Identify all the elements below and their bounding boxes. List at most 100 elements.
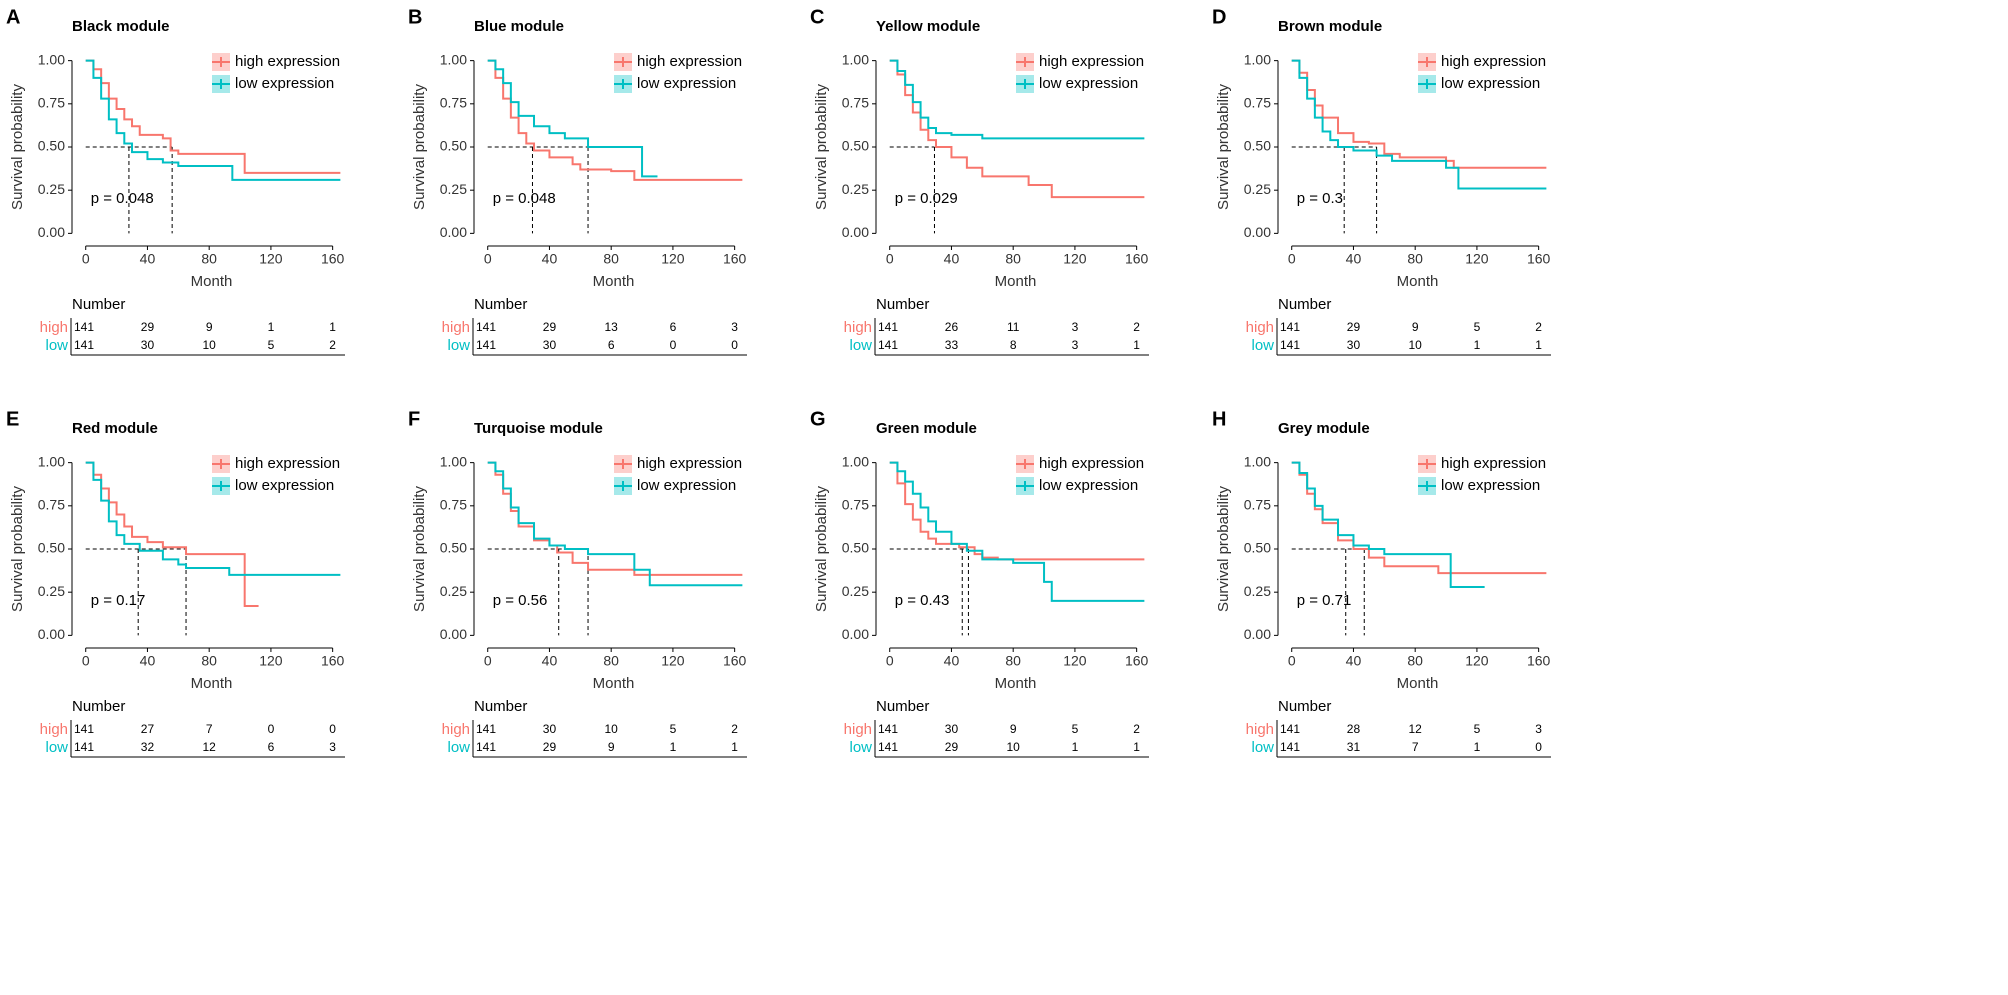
risk-count: 1	[1535, 338, 1542, 352]
risk-count: 5	[1072, 722, 1079, 736]
risk-count: 0	[731, 338, 738, 352]
risk-count: 29	[543, 740, 557, 754]
x-tick-label: 80	[1005, 653, 1021, 669]
x-tick-label: 0	[886, 653, 894, 669]
risk-count: 30	[1347, 338, 1361, 352]
risk-count: 30	[141, 338, 155, 352]
risk-count: 12	[203, 740, 217, 754]
risk-count: 0	[329, 722, 336, 736]
risk-count: 11	[1007, 320, 1020, 334]
risk-count: 1	[1474, 740, 1481, 754]
risk-row-name: low	[45, 739, 68, 756]
y-tick-label: 0.25	[38, 583, 65, 599]
risk-count: 8	[1010, 338, 1017, 352]
x-axis-label: Month	[995, 675, 1037, 692]
y-tick-label: 0.00	[842, 224, 869, 240]
risk-count: 7	[206, 722, 213, 736]
risk-count: 1	[268, 320, 275, 334]
risk-count: 141	[476, 338, 496, 352]
y-tick-label: 0.50	[440, 138, 467, 154]
x-tick-label: 40	[944, 251, 960, 267]
y-tick-label: 0.75	[842, 95, 869, 111]
panel-title: Turquoise module	[474, 420, 603, 437]
p-value: p = 0.048	[91, 190, 154, 207]
risk-count: 141	[1280, 740, 1300, 754]
survival-curve	[85, 461, 341, 576]
legend-label: high expression	[1441, 455, 1546, 472]
y-axis-label: Survival probability	[813, 486, 830, 612]
risk-count: 7	[1412, 740, 1419, 754]
x-axis-label: Month	[995, 273, 1037, 290]
y-tick-label: 0.75	[440, 497, 467, 513]
p-value: p = 0.56	[493, 592, 548, 609]
x-tick-label: 40	[944, 653, 960, 669]
x-tick-label: 80	[1005, 251, 1021, 267]
y-tick-label: 0.75	[440, 95, 467, 111]
survival-curve	[889, 461, 1145, 602]
y-axis-label: Survival probability	[9, 84, 26, 210]
panel-letter: H	[1212, 408, 1226, 430]
risk-count: 1	[1474, 338, 1481, 352]
panel-letter: E	[6, 408, 19, 430]
y-axis-label: Survival probability	[411, 486, 428, 612]
p-value: p = 0.3	[1297, 190, 1343, 207]
risk-row-name: low	[1251, 337, 1274, 354]
risk-table-title: Number	[1278, 698, 1331, 715]
risk-count: 9	[608, 740, 615, 754]
risk-count: 5	[1474, 722, 1481, 736]
survival-curve	[889, 59, 1145, 140]
x-tick-label: 160	[321, 653, 345, 669]
x-tick-label: 120	[661, 251, 685, 267]
risk-count: 3	[1535, 722, 1542, 736]
risk-count: 30	[543, 338, 557, 352]
x-tick-label: 160	[1527, 251, 1551, 267]
risk-row-name: low	[849, 739, 872, 756]
risk-row-name: high	[844, 319, 872, 336]
risk-count: 141	[74, 740, 94, 754]
legend-label: high expression	[637, 53, 742, 70]
risk-count: 6	[670, 320, 677, 334]
y-tick-label: 0.00	[842, 626, 869, 642]
y-tick-label: 1.00	[440, 51, 467, 67]
risk-count: 0	[670, 338, 677, 352]
risk-table-title: Number	[474, 296, 527, 313]
y-tick-label: 0.75	[842, 497, 869, 513]
risk-count: 9	[1010, 722, 1017, 736]
panel-letter: F	[408, 408, 420, 430]
y-tick-label: 0.75	[38, 497, 65, 513]
y-tick-label: 0.25	[1244, 181, 1271, 197]
x-tick-label: 0	[1288, 653, 1296, 669]
x-tick-label: 40	[1346, 653, 1362, 669]
risk-count: 2	[329, 338, 336, 352]
y-tick-label: 0.50	[842, 138, 869, 154]
risk-row-name: high	[40, 721, 68, 738]
panel: B Blue module 0.00 0.25 0.50 0.75 1.00 0 40 80 120…	[408, 6, 747, 356]
risk-count: 1	[329, 320, 336, 334]
y-tick-label: 0.75	[1244, 497, 1271, 513]
risk-count: 2	[1133, 722, 1140, 736]
risk-row-name: low	[447, 337, 470, 354]
x-tick-label: 40	[542, 251, 558, 267]
risk-count: 141	[878, 338, 898, 352]
risk-count: 1	[1133, 338, 1140, 352]
legend-label: high expression	[1441, 53, 1546, 70]
x-tick-label: 40	[1346, 251, 1362, 267]
x-tick-label: 120	[1063, 653, 1087, 669]
risk-count: 0	[1535, 740, 1542, 754]
x-tick-label: 120	[259, 251, 283, 267]
survival-curve	[1291, 461, 1485, 588]
x-tick-label: 0	[1288, 251, 1296, 267]
risk-row-name: high	[40, 319, 68, 336]
risk-count: 9	[1412, 320, 1419, 334]
risk-count: 30	[945, 722, 959, 736]
risk-count: 5	[670, 722, 677, 736]
risk-count: 5	[268, 338, 275, 352]
risk-count: 2	[1535, 320, 1542, 334]
risk-table-title: Number	[876, 296, 929, 313]
risk-count: 31	[1347, 740, 1361, 754]
x-axis-label: Month	[593, 675, 635, 692]
risk-count: 29	[141, 320, 155, 334]
y-tick-label: 0.25	[842, 181, 869, 197]
x-tick-label: 80	[201, 251, 217, 267]
